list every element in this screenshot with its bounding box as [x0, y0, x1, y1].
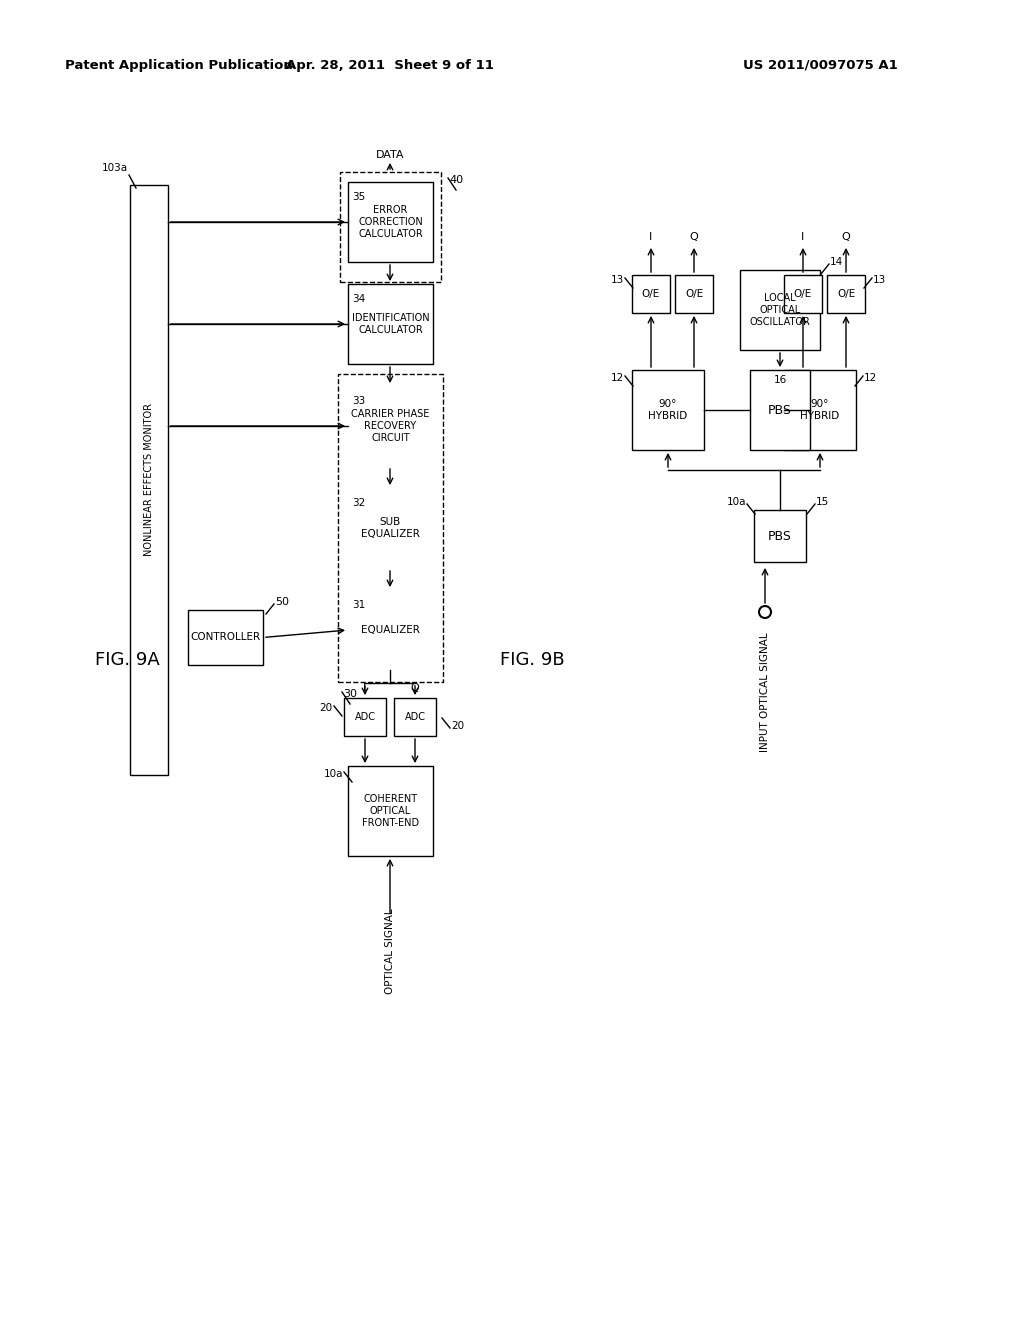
Text: OPTICAL SIGNAL: OPTICAL SIGNAL — [385, 908, 395, 994]
Text: 40: 40 — [449, 176, 463, 185]
FancyBboxPatch shape — [632, 275, 670, 313]
Text: 10a: 10a — [726, 498, 746, 507]
Text: FIG. 9A: FIG. 9A — [95, 651, 160, 669]
Text: INPUT OPTICAL SIGNAL: INPUT OPTICAL SIGNAL — [760, 632, 770, 752]
Text: 90°
HYBRID: 90° HYBRID — [801, 399, 840, 421]
Text: CONTROLLER: CONTROLLER — [190, 632, 260, 643]
FancyBboxPatch shape — [754, 510, 806, 562]
Text: 50: 50 — [275, 597, 289, 607]
FancyBboxPatch shape — [348, 385, 433, 466]
Text: 10a: 10a — [324, 770, 343, 779]
Text: 13: 13 — [610, 275, 624, 285]
FancyBboxPatch shape — [340, 172, 441, 282]
Text: 14: 14 — [830, 257, 843, 267]
Text: Apr. 28, 2011  Sheet 9 of 11: Apr. 28, 2011 Sheet 9 of 11 — [286, 58, 494, 71]
FancyBboxPatch shape — [632, 370, 705, 450]
FancyBboxPatch shape — [348, 182, 433, 261]
FancyBboxPatch shape — [338, 374, 443, 682]
Text: I: I — [802, 232, 805, 242]
FancyBboxPatch shape — [130, 185, 168, 775]
Text: 34: 34 — [352, 294, 366, 304]
FancyBboxPatch shape — [188, 610, 263, 665]
Text: I: I — [364, 682, 367, 693]
FancyBboxPatch shape — [675, 275, 713, 313]
Text: FIG. 9B: FIG. 9B — [500, 651, 564, 669]
Text: 35: 35 — [352, 191, 366, 202]
Text: 20: 20 — [451, 721, 464, 731]
Text: O/E: O/E — [837, 289, 855, 300]
Text: ERROR
CORRECTION
CALCULATOR: ERROR CORRECTION CALCULATOR — [358, 206, 423, 239]
Text: 103a: 103a — [101, 162, 128, 173]
Text: 31: 31 — [352, 601, 366, 610]
Text: ADC: ADC — [354, 711, 376, 722]
Text: O/E: O/E — [685, 289, 703, 300]
Text: NONLINEAR EFFECTS MONITOR: NONLINEAR EFFECTS MONITOR — [144, 404, 154, 557]
FancyBboxPatch shape — [750, 370, 810, 450]
Text: 33: 33 — [352, 396, 366, 407]
Text: DATA: DATA — [376, 150, 404, 160]
Text: COHERENT
OPTICAL
FRONT-END: COHERENT OPTICAL FRONT-END — [361, 795, 419, 828]
Text: PBS: PBS — [768, 529, 792, 543]
Text: IDENTIFICATION
CALCULATOR: IDENTIFICATION CALCULATOR — [351, 313, 429, 335]
Text: 20: 20 — [318, 704, 332, 713]
Text: SUB
EQUALIZER: SUB EQUALIZER — [361, 517, 420, 539]
Text: Patent Application Publication: Patent Application Publication — [65, 58, 293, 71]
Text: 13: 13 — [873, 275, 886, 285]
Text: 32: 32 — [352, 498, 366, 508]
FancyBboxPatch shape — [827, 275, 865, 313]
Text: 90°
HYBRID: 90° HYBRID — [648, 399, 688, 421]
Text: 30: 30 — [343, 689, 357, 700]
FancyBboxPatch shape — [784, 370, 856, 450]
Text: 16: 16 — [773, 375, 786, 385]
Text: ADC: ADC — [404, 711, 426, 722]
Text: LOCAL
OPTICAL
OSCILLATOR: LOCAL OPTICAL OSCILLATOR — [750, 293, 810, 326]
FancyBboxPatch shape — [344, 698, 386, 737]
Text: O/E: O/E — [642, 289, 660, 300]
FancyBboxPatch shape — [348, 590, 433, 671]
Text: Q: Q — [689, 232, 698, 242]
Text: O/E: O/E — [794, 289, 812, 300]
Text: PBS: PBS — [768, 404, 792, 417]
Text: CARRIER PHASE
RECOVERY
CIRCUIT: CARRIER PHASE RECOVERY CIRCUIT — [351, 409, 430, 442]
FancyBboxPatch shape — [394, 698, 436, 737]
FancyBboxPatch shape — [348, 766, 433, 855]
Text: Q: Q — [842, 232, 850, 242]
Text: 12: 12 — [610, 374, 624, 383]
Text: Q: Q — [411, 682, 420, 693]
Text: US 2011/0097075 A1: US 2011/0097075 A1 — [742, 58, 897, 71]
FancyBboxPatch shape — [740, 271, 820, 350]
FancyBboxPatch shape — [348, 488, 433, 568]
FancyBboxPatch shape — [348, 284, 433, 364]
Text: EQUALIZER: EQUALIZER — [361, 624, 420, 635]
Text: 12: 12 — [864, 374, 878, 383]
Text: 15: 15 — [816, 498, 829, 507]
FancyBboxPatch shape — [784, 275, 822, 313]
Text: I: I — [649, 232, 652, 242]
